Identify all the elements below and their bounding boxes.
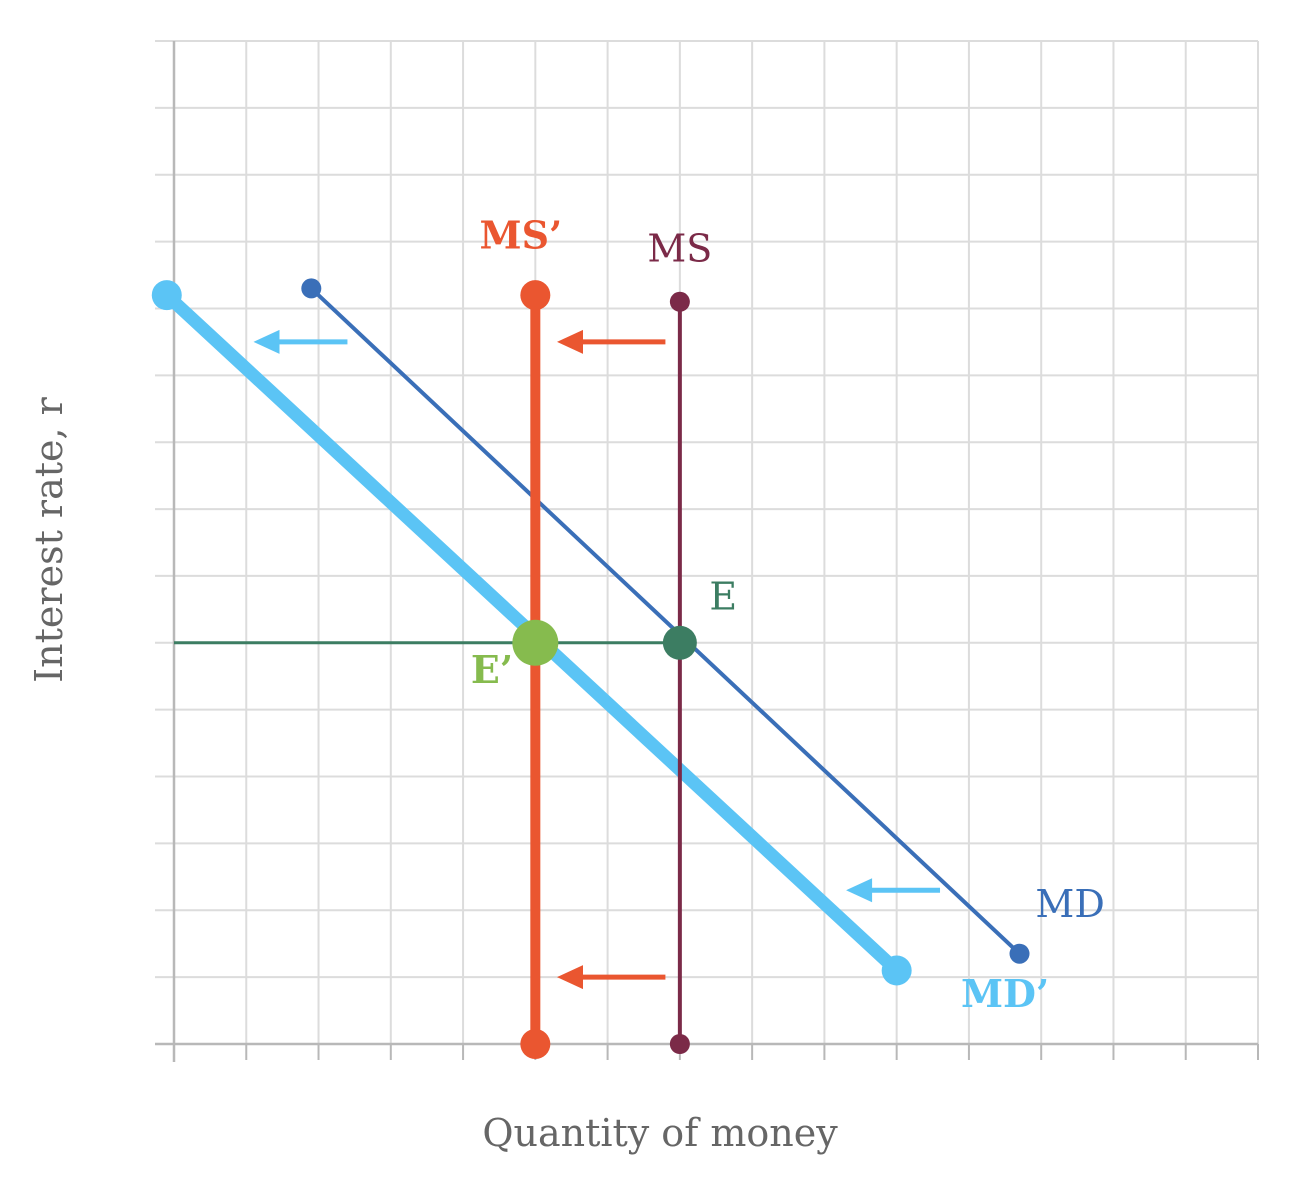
label-e: E: [709, 574, 737, 618]
label-ms-prime: MS’: [480, 212, 563, 257]
axes: [155, 41, 1259, 1062]
curve-ms-start-point: [669, 291, 690, 312]
curve-md-prime-start-point: [151, 280, 182, 311]
label-md-prime: MD’: [961, 971, 1049, 1016]
y-axis-title: Interest rate, r: [27, 396, 71, 682]
shift-arrows-layer: [253, 329, 941, 990]
curves-layer: [151, 278, 1030, 1059]
shift-arrow-head: [557, 965, 584, 990]
shift-arrow-head: [253, 329, 280, 354]
label-e-prime: E’: [471, 647, 513, 692]
curve-ms-prime-start-point: [520, 280, 551, 311]
curve-ms-prime-end-point: [520, 1029, 551, 1059]
shift-arrow: [253, 329, 348, 354]
label-md: MD: [1035, 882, 1104, 926]
curve-md-end-point: [1009, 943, 1030, 964]
curve-labels-layer: MS’ MS E E’ MD MD’: [471, 212, 1105, 1016]
x-axis-title: Quantity of money: [482, 1111, 838, 1155]
label-ms: MS: [647, 227, 712, 271]
curve-md-prime-end-point: [881, 955, 912, 986]
curve-md-start-point: [301, 278, 322, 299]
curve-ms-end-point: [669, 1034, 690, 1054]
shift-arrow: [846, 878, 941, 903]
shift-arrow: [557, 329, 666, 354]
shift-arrow-head: [557, 329, 584, 354]
shift-arrow-head: [846, 878, 873, 903]
grid: [155, 40, 1259, 1045]
equilibrium-point-e-prime: [512, 619, 559, 666]
equilibrium-points-layer: [512, 619, 697, 666]
shift-arrow: [557, 965, 666, 990]
curve-md: [309, 286, 1022, 956]
equilibrium-point-e: [662, 625, 697, 660]
